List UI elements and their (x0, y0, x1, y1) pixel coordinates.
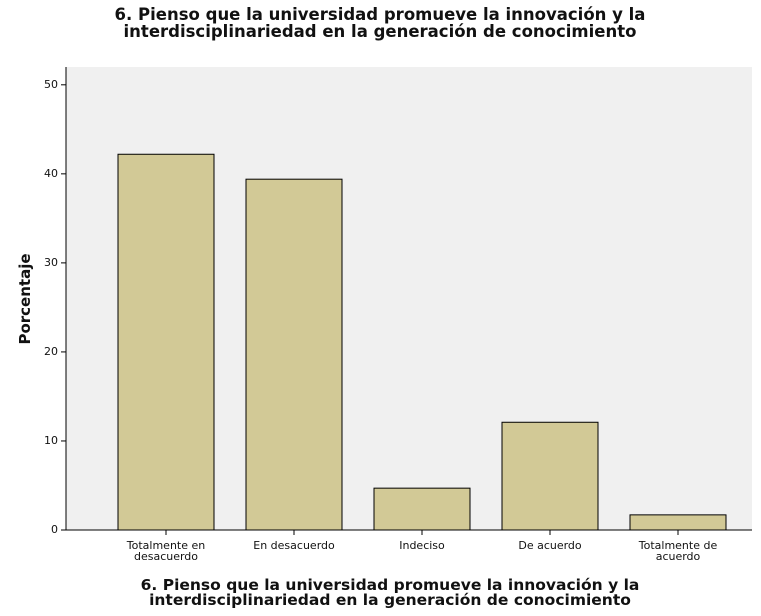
x-tick-label: De acuerdo (518, 539, 582, 552)
y-tick-label: 10 (44, 433, 58, 447)
y-tick-label: 20 (44, 344, 58, 358)
x-tick-label: Totalmente de acuerdo (638, 539, 718, 563)
bar (373, 487, 471, 531)
bar (245, 178, 343, 531)
bar (117, 153, 215, 531)
chart-title: 6. Pienso que la universidad promueve la… (114, 5, 646, 41)
x-tick-label: Totalmente en desacuerdo (126, 539, 206, 563)
bar (629, 514, 727, 531)
x-tick-label: Indeciso (399, 539, 445, 552)
y-tick-label: 50 (44, 77, 58, 91)
y-tick-label: 40 (44, 166, 58, 180)
y-tick-label: 30 (44, 255, 58, 269)
y-tick-label: 0 (51, 523, 58, 536)
bar (501, 421, 599, 531)
x-tick-label: En desacuerdo (253, 539, 335, 552)
x-axis-title: 6. Pienso que la universidad promueve la… (140, 576, 640, 609)
